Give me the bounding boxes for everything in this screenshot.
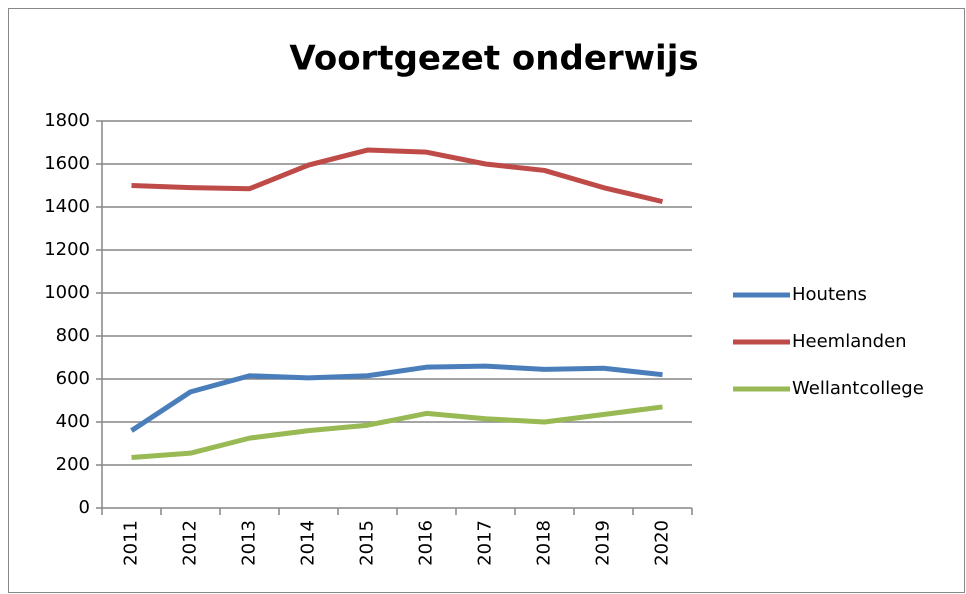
y-tick-label: 1000	[44, 282, 90, 303]
y-tick-label: 600	[56, 368, 90, 389]
series-line	[131, 147, 664, 205]
x-tick-label: 2013	[239, 520, 260, 566]
x-tick-label: 2019	[593, 520, 614, 566]
legend-label: Houtens	[792, 284, 867, 305]
series-line	[131, 404, 663, 460]
x-tick-label: 2018	[534, 520, 555, 566]
series-line	[130, 363, 663, 433]
legend-label: Wellantcollege	[792, 378, 924, 399]
y-tick-label: 1400	[44, 196, 90, 217]
x-tick-label: 2011	[121, 520, 142, 566]
x-tick-label: 2014	[298, 520, 319, 566]
y-tick-label: 1600	[44, 153, 90, 174]
chart-title: Voortgezet onderwijs	[289, 39, 698, 79]
chart-frame	[8, 8, 965, 593]
x-tick-label: 2015	[357, 520, 378, 566]
y-tick-label: 1200	[44, 239, 90, 260]
x-tick-label: 2020	[652, 520, 673, 566]
y-tick-label: 800	[56, 325, 90, 346]
legend-label: Heemlanden	[792, 331, 907, 352]
y-tick-label: 1800	[44, 110, 90, 131]
x-tick-label: 2017	[475, 520, 496, 566]
y-tick-label: 0	[79, 497, 90, 518]
y-tick-label: 200	[56, 454, 90, 475]
x-tick-label: 2012	[180, 520, 201, 566]
x-tick-label: 2016	[416, 520, 437, 566]
y-tick-label: 400	[56, 411, 90, 432]
